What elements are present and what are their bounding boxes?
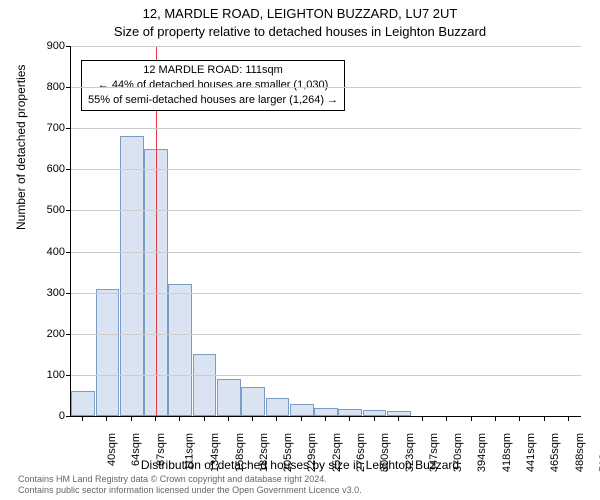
ytick-label: 500 xyxy=(29,204,65,216)
histogram-bar xyxy=(387,411,411,416)
ytick-label: 0 xyxy=(29,410,65,422)
xtick-mark xyxy=(374,416,375,421)
xtick-mark xyxy=(446,416,447,421)
chart-title-sub: Size of property relative to detached ho… xyxy=(0,24,600,39)
ytick-mark xyxy=(66,46,71,47)
xtick-mark xyxy=(471,416,472,421)
ytick-label: 300 xyxy=(29,287,65,299)
xtick-mark xyxy=(495,416,496,421)
ytick-mark xyxy=(66,293,71,294)
annotation-line-2: ← 44% of detached houses are smaller (1,… xyxy=(88,78,338,93)
chart-title-main: 12, MARDLE ROAD, LEIGHTON BUZZARD, LU7 2… xyxy=(0,6,600,21)
histogram-bar xyxy=(338,409,362,416)
ytick-label: 400 xyxy=(29,246,65,258)
gridline xyxy=(71,128,581,129)
xtick-mark xyxy=(204,416,205,421)
xtick-mark xyxy=(155,416,156,421)
annotation-box: 12 MARDLE ROAD: 111sqm ← 44% of detached… xyxy=(81,60,345,111)
xtick-mark xyxy=(325,416,326,421)
ytick-mark xyxy=(66,252,71,253)
ytick-mark xyxy=(66,169,71,170)
gridline xyxy=(71,210,581,211)
ytick-mark xyxy=(66,334,71,335)
xtick-mark xyxy=(82,416,83,421)
footer-line-2: Contains public sector information licen… xyxy=(18,485,362,496)
footer-attribution: Contains HM Land Registry data © Crown c… xyxy=(18,474,362,496)
histogram-bar xyxy=(266,398,290,417)
ytick-label: 900 xyxy=(29,40,65,52)
xtick-mark xyxy=(179,416,180,421)
histogram-bar xyxy=(241,387,265,416)
ytick-label: 800 xyxy=(29,81,65,93)
xtick-mark xyxy=(252,416,253,421)
histogram-bar xyxy=(71,391,95,416)
ytick-mark xyxy=(66,210,71,211)
ytick-mark xyxy=(66,416,71,417)
histogram-bar xyxy=(314,408,338,416)
histogram-bar xyxy=(290,404,314,416)
ytick-mark xyxy=(66,128,71,129)
plot-area: 12 MARDLE ROAD: 111sqm ← 44% of detached… xyxy=(70,46,581,417)
gridline xyxy=(71,46,581,47)
xtick-mark xyxy=(228,416,229,421)
xtick-mark xyxy=(544,416,545,421)
ytick-mark xyxy=(66,87,71,88)
xtick-mark xyxy=(422,416,423,421)
xtick-mark xyxy=(276,416,277,421)
annotation-line-3: 55% of semi-detached houses are larger (… xyxy=(88,93,338,108)
ytick-label: 100 xyxy=(29,369,65,381)
gridline xyxy=(71,375,581,376)
footer-line-1: Contains HM Land Registry data © Crown c… xyxy=(18,474,362,485)
ytick-label: 200 xyxy=(29,328,65,340)
xtick-mark xyxy=(106,416,107,421)
histogram-bar xyxy=(168,284,192,416)
xtick-mark xyxy=(301,416,302,421)
ytick-label: 600 xyxy=(29,163,65,175)
histogram-bar xyxy=(193,354,217,416)
ytick-mark xyxy=(66,375,71,376)
ytick-label: 700 xyxy=(29,122,65,134)
gridline xyxy=(71,293,581,294)
gridline xyxy=(71,169,581,170)
gridline xyxy=(71,252,581,253)
gridline xyxy=(71,334,581,335)
xtick-mark xyxy=(131,416,132,421)
y-axis-label: Number of detached properties xyxy=(14,65,28,230)
x-axis-label: Distribution of detached houses by size … xyxy=(0,458,600,472)
histogram-bar xyxy=(96,289,120,416)
xtick-mark xyxy=(568,416,569,421)
gridline xyxy=(71,87,581,88)
chart-container: 12, MARDLE ROAD, LEIGHTON BUZZARD, LU7 2… xyxy=(0,0,600,500)
xtick-mark xyxy=(398,416,399,421)
xtick-mark xyxy=(519,416,520,421)
xtick-mark xyxy=(349,416,350,421)
annotation-line-1: 12 MARDLE ROAD: 111sqm xyxy=(88,63,338,78)
histogram-bar xyxy=(217,379,241,416)
